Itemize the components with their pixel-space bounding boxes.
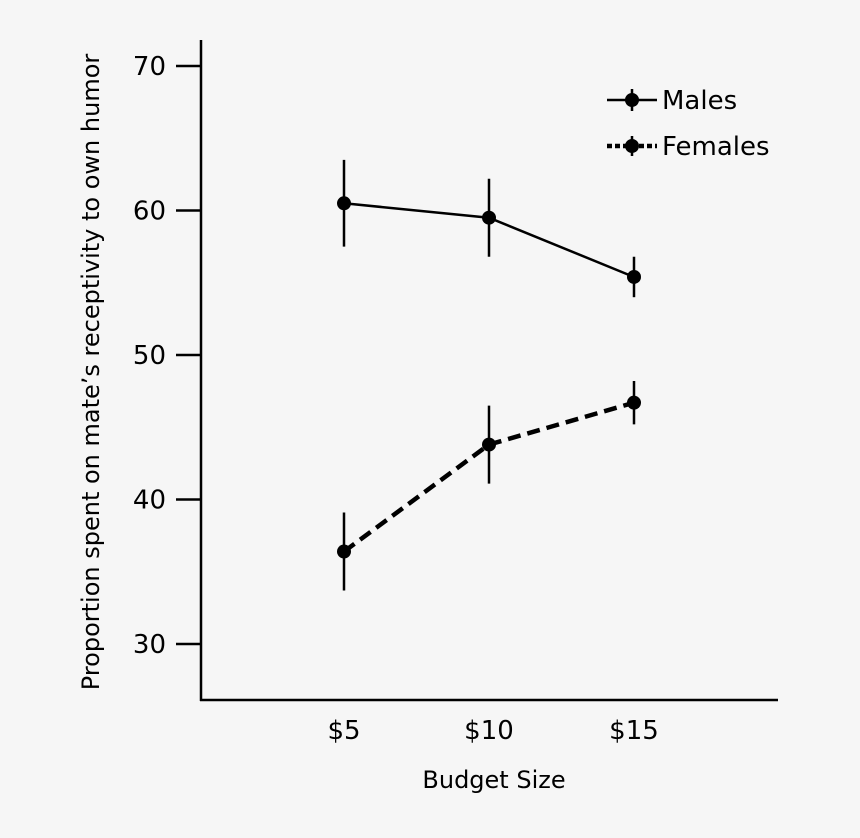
axes [199, 40, 778, 702]
legend-marker-males [625, 93, 639, 107]
x-ticks: $5 $10 $15 [327, 716, 658, 746]
legend-label-females: Females [662, 132, 770, 162]
data-point-males [337, 196, 351, 211]
y-tick-label: 30 [133, 630, 166, 660]
y-tick-label: 60 [133, 197, 166, 227]
series-females [337, 381, 641, 591]
data-point-females [482, 437, 496, 452]
x-tick-label: $10 [464, 716, 514, 746]
y-axis-title: Proportion spent on mate’s receptivity t… [77, 54, 105, 691]
y-ticks: 30 40 50 60 70 [133, 52, 201, 660]
legend-label-males: Males [662, 86, 737, 116]
data-point-males [627, 269, 641, 284]
y-tick-label: 70 [133, 52, 166, 82]
data-point-females [337, 544, 351, 559]
data-point-females [627, 395, 641, 410]
series-males [337, 159, 641, 298]
series-layer [337, 159, 641, 591]
legend-marker-females [625, 139, 639, 153]
legend: Males Females [607, 86, 770, 162]
x-tick-label: $15 [609, 716, 659, 746]
y-tick-label: 40 [133, 486, 166, 516]
x-tick-label: $5 [327, 716, 360, 746]
x-axis-title: Budget Size [422, 766, 565, 794]
y-tick-label: 50 [133, 341, 166, 371]
data-point-males [482, 210, 496, 225]
